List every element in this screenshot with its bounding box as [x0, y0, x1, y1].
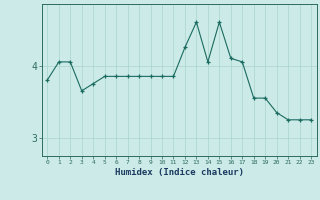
X-axis label: Humidex (Indice chaleur): Humidex (Indice chaleur) — [115, 168, 244, 177]
